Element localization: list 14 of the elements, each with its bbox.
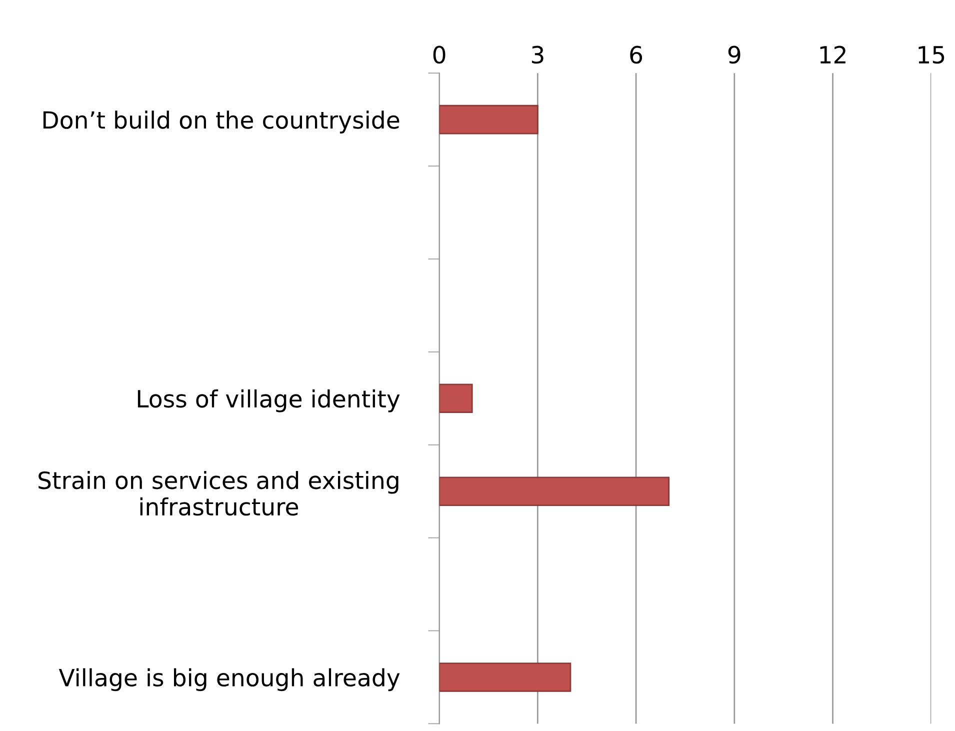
bar	[439, 384, 473, 414]
x-tick-label: 6	[630, 46, 642, 64]
x-tick-label: 3	[532, 46, 544, 64]
bar	[439, 476, 670, 506]
bar	[439, 662, 572, 692]
y-tick-label: Don’t build on the countryside	[43, 110, 400, 134]
x-tick-label: 0	[433, 46, 446, 64]
x-tick-label: 12	[820, 46, 846, 64]
y-tick-label: Strain on services and existing infrastructure	[38, 470, 398, 516]
x-tick-label: 15	[918, 46, 944, 64]
y-tick-label: Loss of village identity	[138, 389, 400, 412]
x-tick-label: 9	[728, 46, 740, 64]
bar	[439, 104, 538, 134]
y-tick-label: Village is big enough already	[58, 668, 400, 692]
